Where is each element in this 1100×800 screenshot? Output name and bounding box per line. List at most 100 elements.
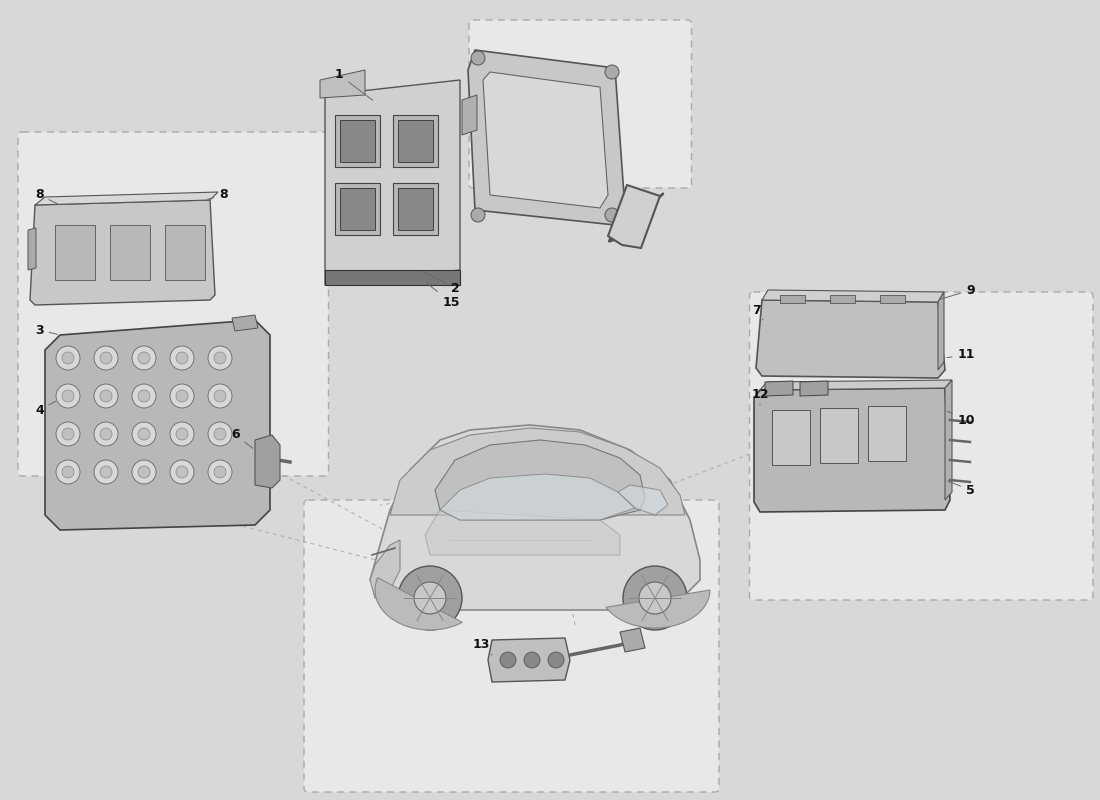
- Polygon shape: [336, 183, 380, 235]
- Circle shape: [208, 346, 232, 370]
- Circle shape: [62, 466, 74, 478]
- Circle shape: [548, 652, 564, 668]
- Polygon shape: [324, 270, 460, 285]
- Circle shape: [62, 428, 74, 440]
- Text: 8: 8: [35, 189, 57, 204]
- Circle shape: [56, 460, 80, 484]
- Circle shape: [170, 460, 194, 484]
- Bar: [880, 295, 905, 303]
- Bar: [830, 295, 855, 303]
- FancyBboxPatch shape: [18, 132, 329, 476]
- Bar: [165, 225, 205, 280]
- Text: 15: 15: [427, 284, 460, 309]
- Text: 6: 6: [231, 429, 253, 448]
- Text: 2: 2: [422, 271, 460, 294]
- Polygon shape: [756, 300, 945, 378]
- Circle shape: [94, 422, 118, 446]
- Circle shape: [100, 352, 112, 364]
- Circle shape: [623, 566, 688, 630]
- Circle shape: [170, 346, 194, 370]
- Circle shape: [471, 51, 485, 65]
- Polygon shape: [764, 381, 793, 396]
- Polygon shape: [488, 638, 570, 682]
- Polygon shape: [45, 320, 270, 530]
- Polygon shape: [35, 192, 218, 205]
- Polygon shape: [945, 380, 952, 500]
- Circle shape: [214, 466, 225, 478]
- Polygon shape: [434, 440, 645, 520]
- Circle shape: [100, 466, 112, 478]
- Circle shape: [100, 428, 112, 440]
- Polygon shape: [255, 435, 280, 488]
- Circle shape: [94, 346, 118, 370]
- Text: 8: 8: [208, 189, 228, 202]
- Text: 5: 5: [947, 481, 975, 497]
- Polygon shape: [462, 95, 477, 135]
- Polygon shape: [483, 72, 608, 208]
- Circle shape: [471, 208, 485, 222]
- Circle shape: [170, 422, 194, 446]
- Polygon shape: [762, 290, 944, 302]
- Polygon shape: [370, 425, 700, 610]
- Circle shape: [208, 384, 232, 408]
- Polygon shape: [340, 188, 375, 230]
- Circle shape: [414, 582, 446, 614]
- Text: 7: 7: [752, 303, 763, 320]
- FancyBboxPatch shape: [469, 20, 692, 188]
- Text: 4: 4: [35, 402, 56, 417]
- Text: 1: 1: [336, 69, 373, 100]
- Circle shape: [524, 652, 540, 668]
- Polygon shape: [620, 628, 645, 652]
- Text: 3: 3: [35, 323, 57, 337]
- Polygon shape: [375, 578, 462, 630]
- Circle shape: [56, 346, 80, 370]
- Circle shape: [132, 346, 156, 370]
- Circle shape: [132, 460, 156, 484]
- Bar: [55, 225, 95, 280]
- Polygon shape: [868, 406, 906, 461]
- Polygon shape: [393, 183, 438, 235]
- Circle shape: [132, 384, 156, 408]
- Circle shape: [176, 352, 188, 364]
- Circle shape: [208, 422, 232, 446]
- Circle shape: [170, 384, 194, 408]
- Polygon shape: [754, 388, 950, 512]
- Circle shape: [138, 352, 150, 364]
- Polygon shape: [390, 428, 685, 515]
- Circle shape: [138, 466, 150, 478]
- Polygon shape: [28, 228, 36, 270]
- Polygon shape: [340, 120, 375, 162]
- Polygon shape: [618, 485, 668, 515]
- Text: 9: 9: [940, 283, 975, 299]
- Bar: [780, 295, 805, 303]
- Circle shape: [605, 208, 619, 222]
- Polygon shape: [336, 115, 380, 167]
- Circle shape: [639, 582, 671, 614]
- Circle shape: [605, 65, 619, 79]
- Circle shape: [500, 652, 516, 668]
- Circle shape: [94, 460, 118, 484]
- Polygon shape: [800, 381, 828, 396]
- Polygon shape: [820, 408, 858, 463]
- Polygon shape: [425, 510, 620, 555]
- Polygon shape: [608, 185, 660, 248]
- Circle shape: [100, 390, 112, 402]
- Circle shape: [214, 428, 225, 440]
- Circle shape: [208, 460, 232, 484]
- Circle shape: [176, 428, 188, 440]
- Polygon shape: [440, 474, 635, 520]
- Text: 12: 12: [752, 389, 770, 405]
- Circle shape: [176, 466, 188, 478]
- Polygon shape: [468, 50, 625, 225]
- Text: 13: 13: [473, 638, 492, 655]
- Circle shape: [132, 422, 156, 446]
- Circle shape: [214, 390, 225, 402]
- Circle shape: [138, 428, 150, 440]
- Polygon shape: [606, 590, 710, 628]
- Circle shape: [56, 422, 80, 446]
- Circle shape: [176, 390, 188, 402]
- Polygon shape: [324, 80, 460, 285]
- Polygon shape: [938, 292, 944, 370]
- Polygon shape: [772, 410, 810, 465]
- Circle shape: [138, 390, 150, 402]
